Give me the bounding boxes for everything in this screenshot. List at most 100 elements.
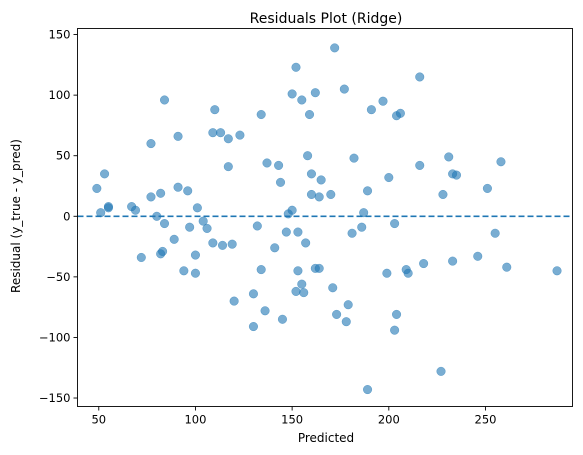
- data-point: [297, 279, 307, 289]
- data-point: [415, 72, 425, 82]
- data-point: [198, 216, 208, 226]
- data-point: [229, 296, 239, 306]
- data-point: [357, 222, 367, 232]
- data-point: [403, 268, 413, 278]
- data-point: [217, 240, 228, 250]
- data-point: [256, 265, 266, 275]
- data-point: [270, 243, 280, 253]
- data-point: [96, 208, 106, 218]
- data-point: [281, 227, 291, 237]
- y-tick-label: −150: [39, 391, 71, 405]
- data-point: [448, 256, 458, 266]
- x-axis: 50 100 150 200 250: [91, 406, 497, 427]
- data-point: [275, 177, 286, 187]
- x-tick-label: 250: [475, 413, 497, 427]
- y-tick-label: −50: [46, 270, 70, 284]
- data-point: [444, 152, 454, 162]
- y-tick-label: 150: [49, 28, 71, 42]
- x-tick-label: 200: [378, 413, 400, 427]
- data-point: [173, 131, 183, 141]
- data-point: [326, 189, 336, 200]
- data-point: [502, 262, 512, 272]
- data-point: [473, 251, 483, 261]
- data-point: [208, 238, 218, 248]
- data-point: [384, 172, 394, 183]
- data-point: [291, 62, 301, 72]
- data-point: [190, 268, 200, 278]
- data-point: [303, 151, 313, 161]
- data-point: [496, 157, 506, 167]
- data-point: [146, 192, 156, 202]
- data-point: [306, 169, 317, 179]
- data-point: [262, 158, 272, 168]
- data-point: [339, 84, 349, 94]
- chart-title: Residuals Plot (Ridge): [250, 11, 403, 27]
- data-point: [395, 108, 405, 118]
- data-point: [159, 95, 170, 105]
- x-tick-label: 150: [281, 413, 303, 427]
- x-tick-label: 100: [184, 413, 206, 427]
- data-point: [274, 160, 284, 170]
- data-point: [256, 109, 266, 120]
- data-point: [362, 186, 373, 196]
- data-point: [223, 134, 233, 144]
- data-point: [451, 170, 462, 180]
- data-point: [190, 250, 200, 260]
- data-point: [390, 325, 400, 335]
- data-point: [146, 139, 156, 149]
- data-point: [436, 366, 446, 376]
- data-point: [552, 266, 562, 276]
- data-point: [482, 183, 492, 193]
- data-point: [252, 221, 262, 231]
- plot-frame: [77, 28, 573, 407]
- x-axis-label: Predicted: [298, 431, 354, 445]
- data-point: [349, 153, 359, 163]
- y-tick-label: −100: [39, 330, 71, 344]
- data-point: [210, 105, 220, 115]
- data-point: [192, 203, 202, 213]
- data-point: [415, 160, 425, 170]
- data-point: [183, 186, 193, 196]
- data-point: [378, 96, 388, 106]
- y-tick-label: 0: [63, 209, 70, 223]
- data-point: [419, 258, 429, 269]
- data-point: [314, 192, 324, 202]
- data-point: [216, 128, 226, 138]
- data-point: [359, 208, 369, 218]
- plot-area: [77, 43, 573, 395]
- data-point: [304, 109, 315, 120]
- data-point: [92, 183, 102, 193]
- x-tick-label: 50: [91, 413, 106, 427]
- data-point: [158, 246, 168, 256]
- data-point: [291, 286, 301, 296]
- data-point: [293, 227, 303, 237]
- data-point: [277, 314, 288, 324]
- y-tick-label: 50: [56, 149, 71, 163]
- data-point: [391, 309, 402, 319]
- data-point: [179, 266, 189, 276]
- data-point: [156, 188, 166, 198]
- data-point: [347, 228, 357, 238]
- data-point: [341, 317, 351, 327]
- data-point: [316, 175, 326, 185]
- y-axis-label: Residual (y_true - y_pred): [9, 139, 23, 293]
- data-point: [390, 219, 400, 229]
- y-tick-label: 100: [49, 88, 71, 102]
- data-point: [185, 222, 195, 232]
- data-point: [227, 239, 237, 249]
- data-point: [159, 219, 170, 229]
- data-point: [343, 300, 353, 310]
- data-point: [223, 162, 233, 172]
- data-point: [490, 228, 500, 238]
- data-point: [136, 252, 146, 263]
- data-point: [306, 189, 317, 200]
- data-point: [202, 223, 212, 233]
- data-point: [299, 288, 309, 298]
- y-axis: −150 −100 −50 0 50 100 150: [39, 28, 78, 405]
- data-point: [332, 309, 342, 319]
- data-point: [173, 182, 183, 192]
- data-point: [314, 263, 324, 273]
- data-point: [208, 128, 218, 138]
- data-point: [260, 306, 270, 316]
